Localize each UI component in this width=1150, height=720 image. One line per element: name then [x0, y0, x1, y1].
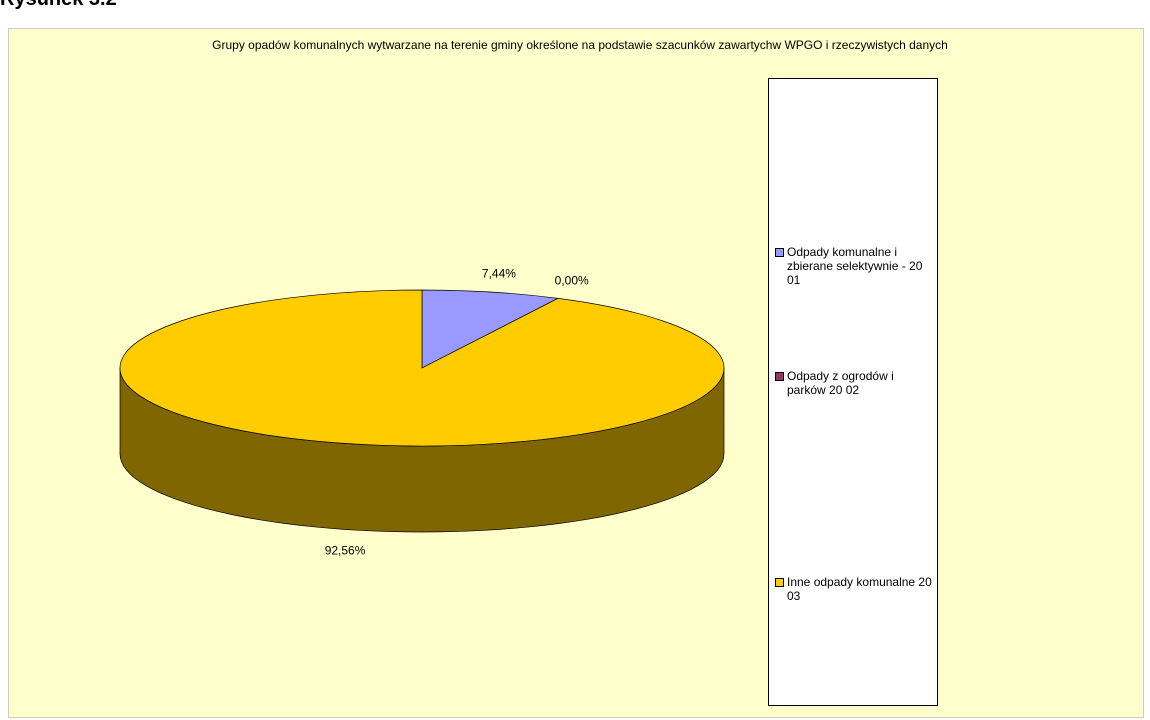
chart-title: Grupy opadów komunalnych wytwarzane na t… [212, 38, 948, 52]
legend-swatch [775, 578, 784, 587]
data-label: 0,00% [555, 274, 589, 288]
legend-label: Odpady komunalne i zbierane selektywnie … [787, 245, 923, 287]
legend-entry: Odpady komunalne i zbierane selektywnie … [775, 245, 935, 287]
data-label: 7,44% [482, 267, 516, 281]
pie-slice [421, 289, 560, 369]
legend-label: Odpady z ogrodów i parków 20 02 [787, 369, 894, 397]
legend-entry: Inne odpady komunalne 20 03 [775, 575, 935, 603]
heading: Rysunek 3.2 [0, 0, 117, 11]
legend-swatch [775, 372, 784, 381]
legend-swatch [775, 248, 784, 257]
legend: Odpady komunalne i zbierane selektywnie … [768, 78, 938, 706]
data-label: 92,56% [325, 544, 366, 558]
legend-entry: Odpady z ogrodów i parków 20 02 [775, 369, 935, 397]
pie-slice [119, 289, 725, 447]
legend-label: Inne odpady komunalne 20 03 [787, 575, 932, 603]
